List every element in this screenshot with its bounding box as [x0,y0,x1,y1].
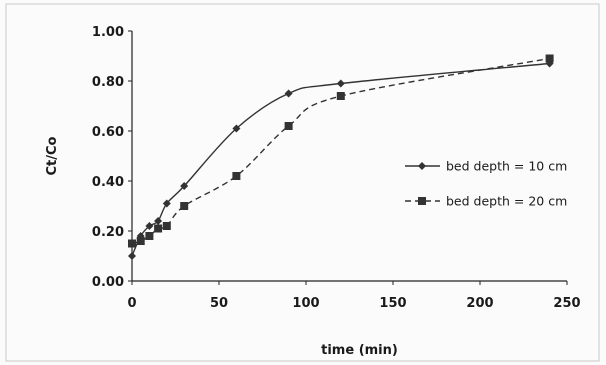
y-tick-label: 0.20 [92,225,124,240]
data-point [284,122,293,130]
data-point [154,224,163,233]
data-point [284,89,293,98]
y-tick-label: 1.00 [92,25,124,40]
data-point [336,79,345,88]
x-tick-label: 200 [466,296,493,311]
data-point [128,239,136,248]
legend: bed depth = 10 cm bed depth = 20 cm [405,159,567,209]
tick-labels: 0 50 100 150 200 250 0.00 0.20 0.40 0.60 0.80 1.00 [92,25,581,311]
legend-marker [418,162,426,170]
x-tick-label: 150 [379,296,406,311]
y-tick-label: 0.40 [92,175,124,190]
legend-label: bed depth = 20 cm [446,194,567,209]
x-tick-label: 250 [553,296,580,311]
series-2 [128,54,554,248]
data-point [232,172,241,180]
x-tick-label: 100 [292,296,319,311]
data-point [154,217,163,225]
x-tick-label: 0 [127,296,136,311]
data-point [128,252,136,260]
data-point [136,237,145,245]
data-point [336,92,345,100]
data-point [145,232,154,240]
chart-border [5,3,600,362]
legend-marker [418,197,426,205]
data-point [545,54,554,63]
x-axis-title: time (min) [321,343,398,358]
legend-label: bed depth = 10 cm [446,159,567,174]
data-point [162,222,171,230]
data-point [145,222,154,230]
x-tick-label: 50 [210,296,228,311]
y-tick-label: 0.80 [92,75,124,90]
axes [128,30,568,285]
series-group [128,54,554,260]
y-tick-label: 0.00 [92,275,124,290]
data-point [232,124,241,133]
data-point [180,182,189,190]
data-point [180,202,189,210]
data-point [162,199,171,208]
y-tick-label: 0.60 [92,125,124,140]
y-axis-title: Ct/Co [45,136,60,175]
